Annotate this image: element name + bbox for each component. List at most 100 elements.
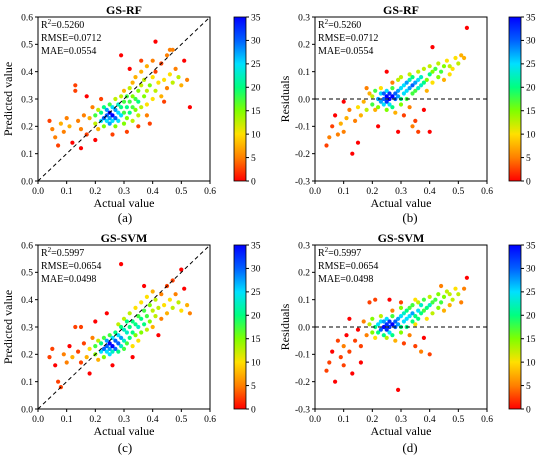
data-point <box>407 77 412 82</box>
y-tick-label: 0.5 <box>21 269 33 279</box>
data-point <box>324 368 329 373</box>
data-point <box>99 349 104 354</box>
x-tick-label: 0.2 <box>89 415 101 425</box>
data-point <box>381 102 386 107</box>
data-point <box>167 72 172 77</box>
data-point <box>127 99 132 104</box>
data-point <box>444 289 449 294</box>
data-point <box>416 86 421 91</box>
data-point <box>133 107 138 112</box>
data-point <box>76 349 81 354</box>
data-point <box>370 94 375 99</box>
data-point <box>410 75 415 80</box>
y-tick-label: 0.6 <box>21 241 33 251</box>
data-point <box>453 55 458 61</box>
data-point <box>381 96 386 102</box>
colorbar-tick-label: 5 <box>526 154 531 164</box>
mae-label: MAE=0.0498 <box>41 274 96 285</box>
data-point <box>93 319 98 324</box>
data-point <box>390 333 395 338</box>
data-point <box>170 305 175 310</box>
x-tick-label: 0.6 <box>481 415 493 425</box>
data-point <box>421 335 426 340</box>
data-point <box>381 333 386 338</box>
data-point <box>398 102 404 107</box>
data-point <box>116 333 121 338</box>
colorbar-tick-label: 15 <box>526 335 536 345</box>
data-point <box>330 349 335 354</box>
data-point <box>396 77 401 82</box>
data-point <box>147 319 152 324</box>
colorbar-tick-label: 25 <box>526 60 536 70</box>
data-point <box>119 113 124 118</box>
data-point <box>96 338 101 343</box>
data-point <box>350 151 355 156</box>
data-point <box>427 72 432 77</box>
data-point <box>390 105 395 110</box>
data-point <box>150 324 155 330</box>
data-point <box>381 91 386 96</box>
data-point <box>398 305 404 310</box>
data-point <box>387 324 392 330</box>
data-point <box>419 349 424 354</box>
data-point <box>396 322 401 327</box>
data-point <box>76 118 81 123</box>
x-tick-label: 0.5 <box>175 187 187 197</box>
data-point <box>462 286 467 291</box>
y-tick-label: 0.3 <box>298 13 310 23</box>
data-point <box>50 346 55 351</box>
colorbar-tick-label: 5 <box>251 382 256 392</box>
data-point <box>419 303 424 308</box>
data-point <box>121 110 127 115</box>
colorbar-tick-label: 30 <box>526 37 536 47</box>
x-tick-label: 0.1 <box>338 415 350 425</box>
data-point <box>384 316 389 321</box>
y-tick-label: 0.2 <box>298 41 310 51</box>
data-point <box>99 341 104 346</box>
data-point <box>136 99 141 104</box>
data-point <box>101 355 106 360</box>
r2-label: R2=0.5260 <box>41 18 84 31</box>
data-point <box>107 116 112 121</box>
data-point <box>387 96 392 102</box>
data-point <box>410 83 415 88</box>
data-point <box>416 300 421 305</box>
y-tick-label: 0.2 <box>21 351 33 361</box>
data-point <box>99 96 104 102</box>
data-point <box>93 113 98 118</box>
data-point <box>136 88 141 93</box>
data-point <box>378 86 383 91</box>
data-point <box>162 99 167 104</box>
data-point <box>133 322 138 327</box>
data-point <box>436 75 441 80</box>
data-point <box>373 297 378 302</box>
data-point <box>156 305 161 310</box>
x-tick-label: 0.3 <box>118 415 130 425</box>
data-point <box>56 379 61 384</box>
data-point <box>101 335 106 340</box>
data-point <box>150 75 155 80</box>
colorbar-tick-label: 25 <box>251 60 261 70</box>
data-point <box>144 102 149 107</box>
chart-title: GS-SVM <box>378 231 425 245</box>
x-axis-label: Actual value <box>94 424 155 438</box>
data-point <box>119 105 124 110</box>
data-point <box>144 64 149 69</box>
y-tick-label: 0.5 <box>21 41 33 51</box>
data-point <box>107 121 112 126</box>
x-tick-label: 0.1 <box>61 187 73 197</box>
data-point <box>116 118 121 123</box>
data-point <box>185 303 190 308</box>
x-tick-label: 0.4 <box>424 415 436 425</box>
data-point <box>378 327 383 332</box>
data-point <box>87 116 92 121</box>
data-point <box>384 107 389 112</box>
data-point <box>427 129 432 134</box>
data-point <box>64 360 69 365</box>
x-tick-label: 0.3 <box>118 187 130 197</box>
data-point <box>453 286 458 291</box>
data-point <box>144 327 149 332</box>
data-point <box>121 121 127 126</box>
data-point <box>116 349 121 354</box>
x-tick-label: 0.5 <box>175 415 187 425</box>
